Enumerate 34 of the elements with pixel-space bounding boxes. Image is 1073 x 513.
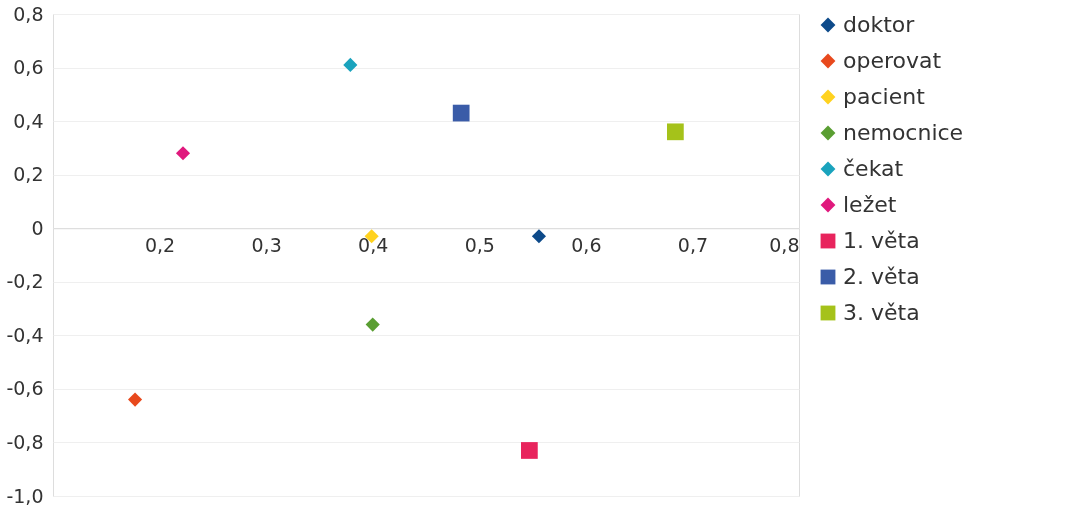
legend-label: 2. věta [843, 264, 920, 289]
legend-label: ležet [843, 192, 897, 217]
point [667, 123, 684, 141]
x-tick-label: 0,8 [769, 233, 800, 256]
x-tick-label: 0,7 [677, 233, 709, 256]
point [175, 146, 191, 161]
y-tick-label: -0,4 [6, 323, 44, 346]
x-tick-label: 0,3 [251, 233, 282, 256]
y-tick-label: 0,8 [13, 2, 44, 25]
x-tick-label: 0,2 [144, 233, 176, 256]
x-tick-label: 0,6 [571, 233, 602, 256]
point [127, 392, 143, 407]
legend-label: operovat [843, 48, 942, 73]
y-tick-label: -0,6 [6, 377, 44, 400]
y-tick-label: 0,4 [13, 109, 44, 132]
legend-label: nemocnice [843, 120, 964, 145]
point [365, 317, 380, 332]
x-tick-label: 0,5 [464, 233, 495, 256]
legend-label: 3. věta [843, 300, 920, 325]
legend-label: doktor [843, 12, 916, 37]
point [343, 57, 358, 72]
legend-label: čekat [843, 156, 904, 181]
x-tick-label: 0,4 [358, 233, 389, 256]
point [531, 229, 547, 244]
y-tick-label: 0,6 [13, 56, 44, 79]
y-tick-label: 0,2 [13, 163, 44, 186]
legend-label: 1. věta [843, 228, 920, 253]
y-tick-label: -0,2 [6, 270, 44, 293]
point [452, 104, 470, 122]
y-tick-label: -0,8 [6, 430, 44, 453]
point [521, 442, 538, 459]
y-tick-label: 0 [31, 216, 44, 239]
y-tick-label: -1,0 [6, 484, 44, 507]
legend-label: pacient [843, 84, 926, 109]
